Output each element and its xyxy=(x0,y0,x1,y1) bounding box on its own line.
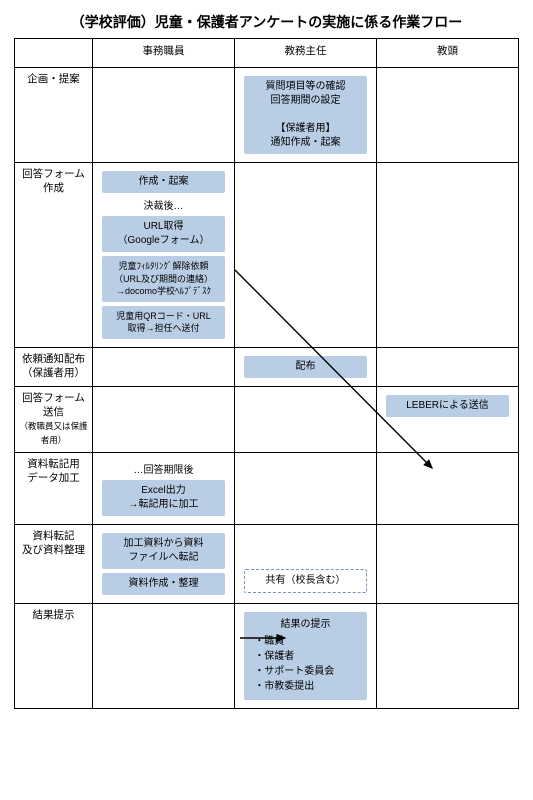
result-title: 結果の提示 xyxy=(250,618,360,632)
plan-staff xyxy=(93,68,235,163)
stage-form: 回答フォーム作成 xyxy=(15,163,93,348)
send-staff xyxy=(93,386,235,452)
send-chief xyxy=(235,386,377,452)
stage-dist: 依頼通知配布（保護者用） xyxy=(15,347,93,386)
dist-staff xyxy=(93,347,235,386)
box-form-qr: 児童用QRコード・URL取得→担任へ送付 xyxy=(102,306,224,339)
note-form-after: 決裁後… xyxy=(97,197,230,212)
stage-plan: 企画・提案 xyxy=(15,68,93,163)
box-form-filter: 児童ﾌｨﾙﾀﾘﾝｸﾞ解除依頼（URL及び期間の連絡）→docomo学校ﾍﾙﾌﾟﾃ… xyxy=(102,256,224,302)
box-form-make: 作成・起案 xyxy=(102,171,224,193)
note-proc: …回答期限後 xyxy=(97,461,230,476)
send-vp: LEBERによる送信 xyxy=(377,386,519,452)
result-b1: ・職員 xyxy=(254,634,360,649)
dist-chief: 配布 xyxy=(235,347,377,386)
form-vp xyxy=(377,163,519,348)
stage-trans: 資料転記及び資料整理 xyxy=(15,524,93,603)
result-b3: ・サポート委員会 xyxy=(254,664,360,679)
col-chief: 教務主任 xyxy=(235,39,377,68)
box-trans-copy: 加工資料から資料ファイルへ転記 xyxy=(102,533,224,569)
result-vp xyxy=(377,603,519,708)
flow-table: 事務職員 教務主任 教頭 企画・提案 質問項目等の確認回答期間の設定【保護者用】… xyxy=(14,38,519,709)
box-trans-share: 共有（校長含む） xyxy=(244,569,366,593)
trans-chief: 共有（校長含む） xyxy=(235,524,377,603)
col-staff: 事務職員 xyxy=(93,39,235,68)
box-proc-excel: Excel出力→転記用に加工 xyxy=(102,480,224,516)
stage-send: 回答フォーム送信 （教職員又は保護者用） xyxy=(15,386,93,452)
box-dist-chief: 配布 xyxy=(244,356,366,378)
stage-result: 結果提示 xyxy=(15,603,93,708)
stage-send-sub: （教職員又は保護者用） xyxy=(19,421,87,445)
form-staff: 作成・起案 決裁後… URL取得（Googleフォーム） 児童ﾌｨﾙﾀﾘﾝｸﾞ解… xyxy=(93,163,235,348)
box-send-vp: LEBERによる送信 xyxy=(386,395,508,417)
result-b2: ・保護者 xyxy=(254,649,360,664)
dist-vp xyxy=(377,347,519,386)
box-trans-make: 資料作成・整理 xyxy=(102,573,224,595)
trans-vp xyxy=(377,524,519,603)
proc-vp xyxy=(377,452,519,524)
stage-send-label: 回答フォーム送信 xyxy=(22,392,85,418)
box-result: 結果の提示 ・職員 ・保護者 ・サポート委員会 ・市教委提出 xyxy=(244,612,366,700)
result-staff xyxy=(93,603,235,708)
page-title: （学校評価）児童・保護者アンケートの実施に係る作業フロー xyxy=(14,12,519,32)
result-chief: 結果の提示 ・職員 ・保護者 ・サポート委員会 ・市教委提出 xyxy=(235,603,377,708)
form-chief xyxy=(235,163,377,348)
col-vp: 教頭 xyxy=(377,39,519,68)
box-plan-chief: 質問項目等の確認回答期間の設定【保護者用】通知作成・起案 xyxy=(244,76,366,154)
proc-chief xyxy=(235,452,377,524)
plan-vp xyxy=(377,68,519,163)
result-b4: ・市教委提出 xyxy=(254,679,360,694)
col-stage xyxy=(15,39,93,68)
plan-chief: 質問項目等の確認回答期間の設定【保護者用】通知作成・起案 xyxy=(235,68,377,163)
trans-staff: 加工資料から資料ファイルへ転記 資料作成・整理 xyxy=(93,524,235,603)
stage-proc: 資料転記用データ加工 xyxy=(15,452,93,524)
proc-staff: …回答期限後 Excel出力→転記用に加工 xyxy=(93,452,235,524)
box-form-url: URL取得（Googleフォーム） xyxy=(102,216,224,252)
